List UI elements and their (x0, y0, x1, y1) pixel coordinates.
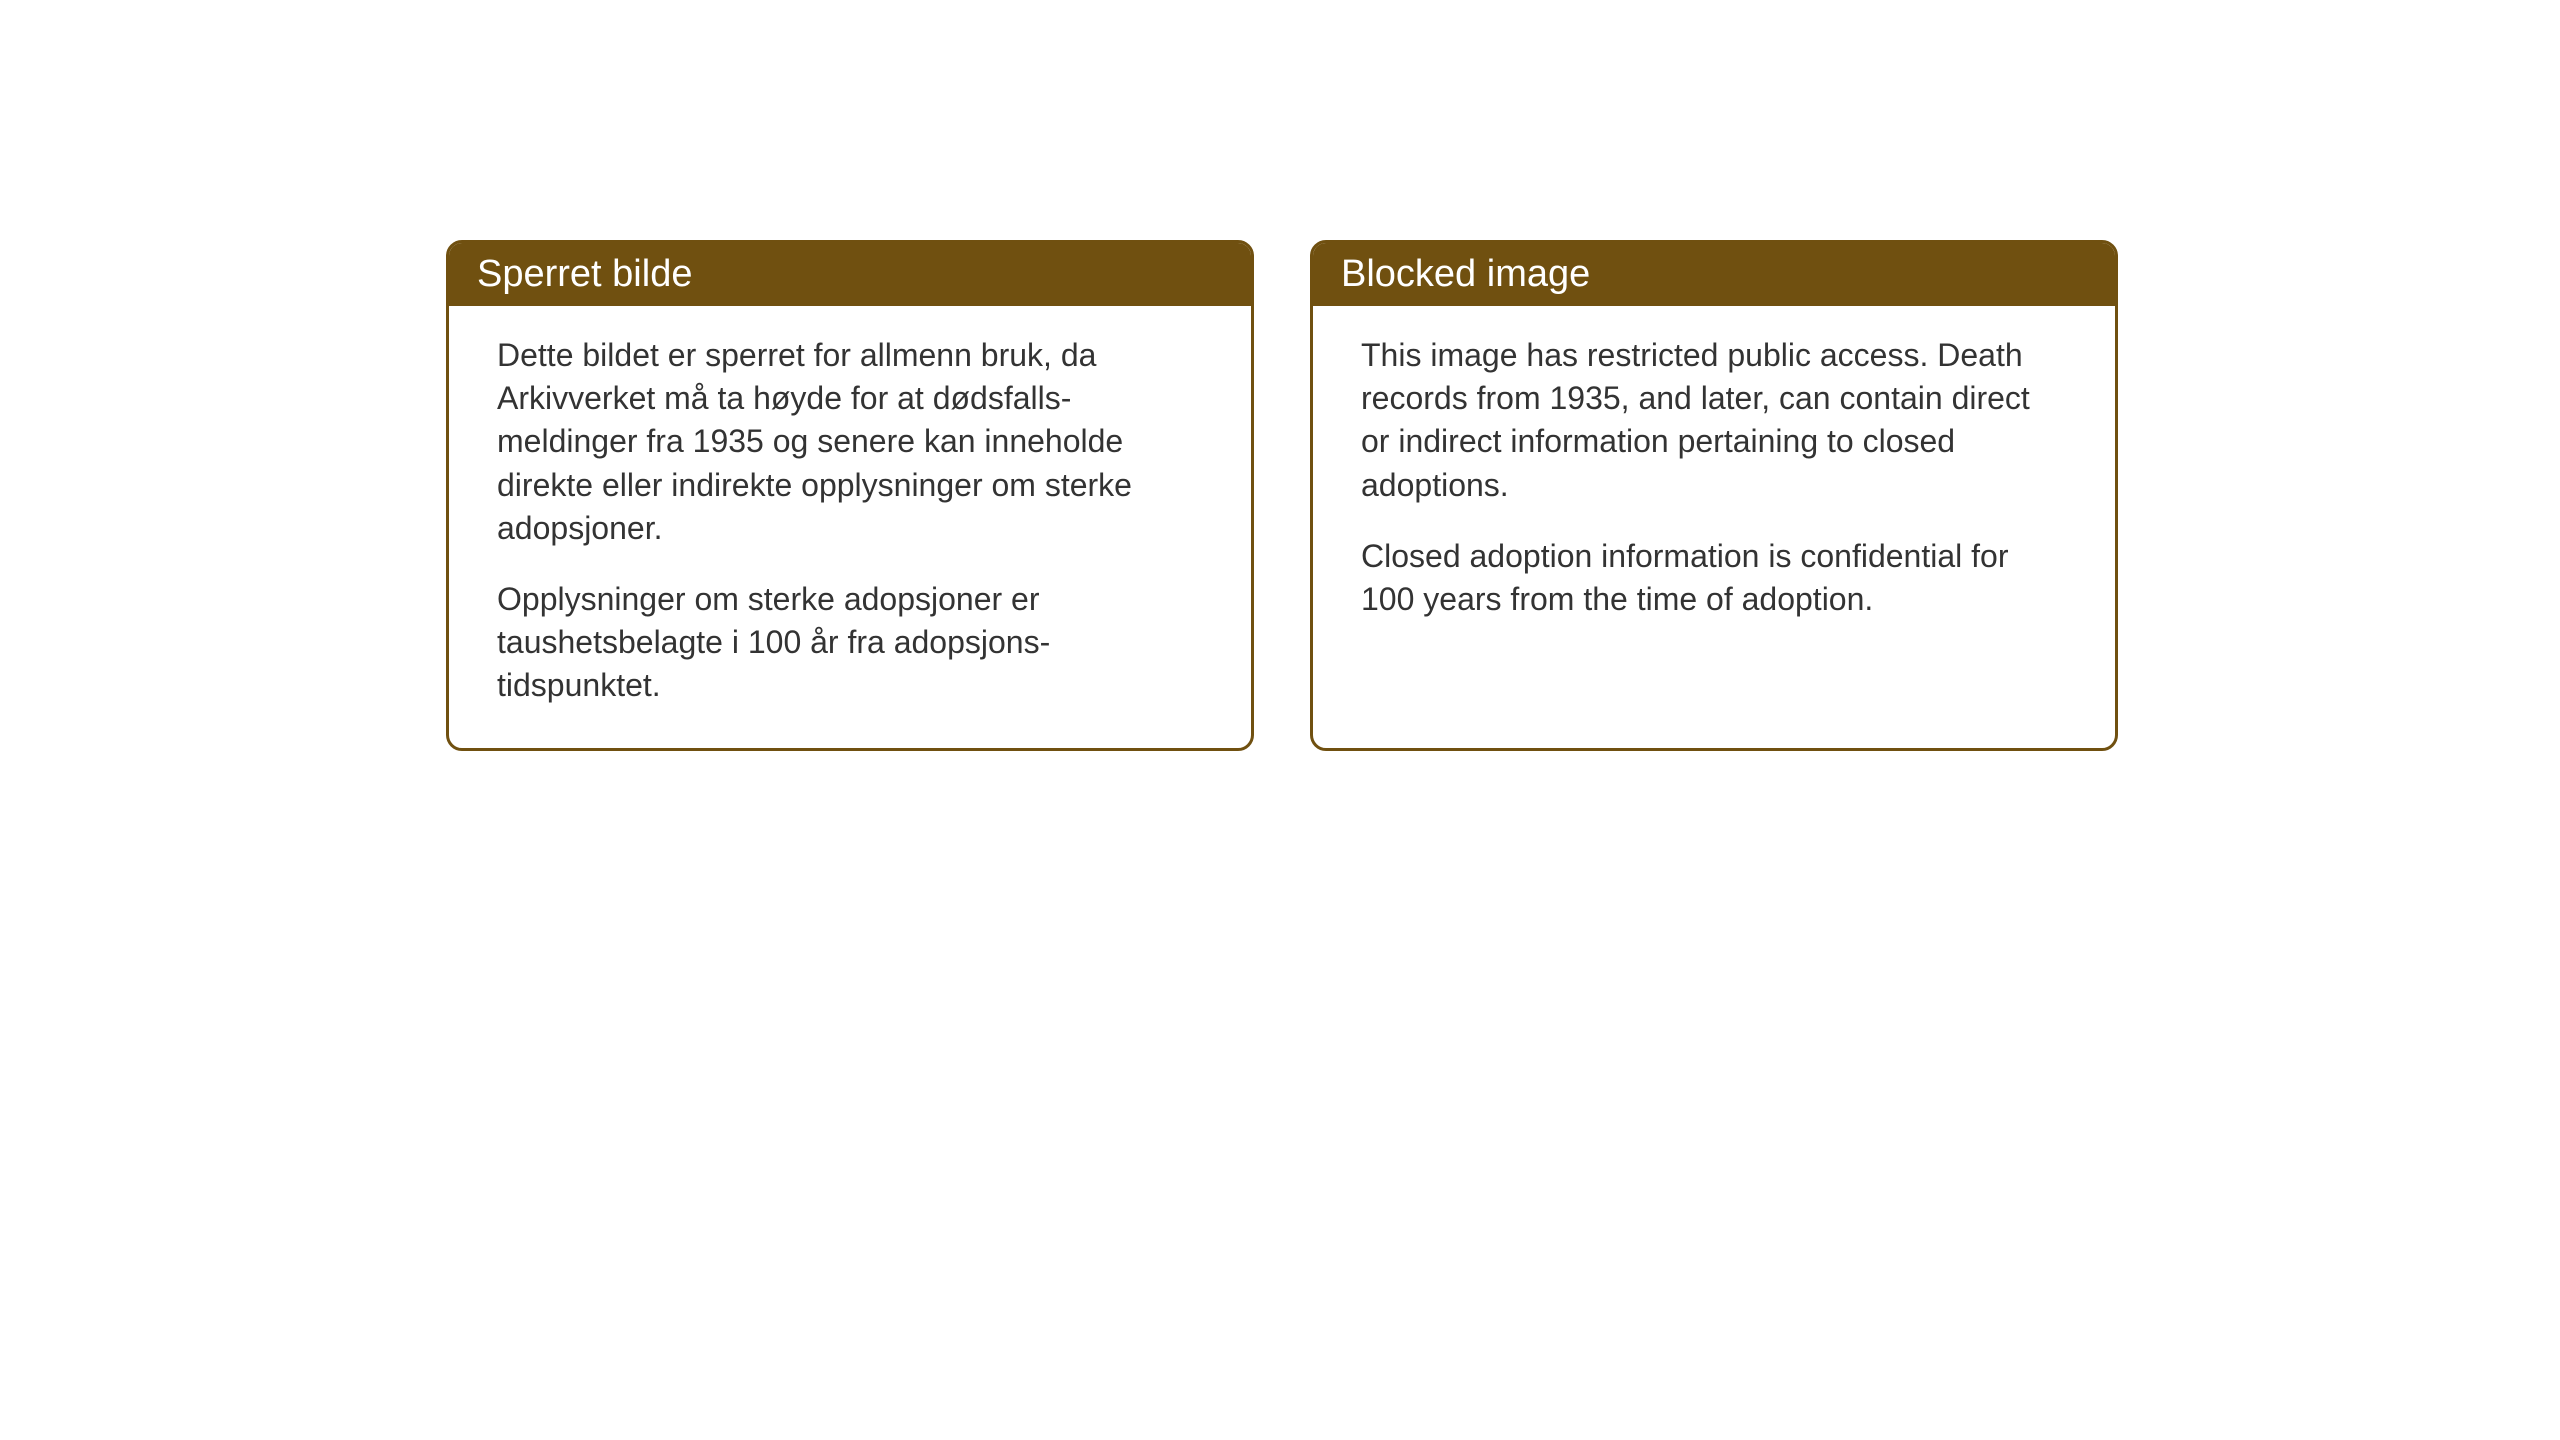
english-card-header: Blocked image (1313, 243, 2115, 306)
norwegian-paragraph-2: Opplysninger om sterke adopsjoner er tau… (497, 578, 1203, 708)
norwegian-card-body: Dette bildet er sperret for allmenn bruk… (449, 306, 1251, 748)
english-card-body: This image has restricted public access.… (1313, 306, 2115, 661)
norwegian-card-header: Sperret bilde (449, 243, 1251, 306)
notice-cards-container: Sperret bilde Dette bildet er sperret fo… (446, 240, 2118, 751)
norwegian-card-title: Sperret bilde (477, 253, 692, 295)
english-paragraph-1: This image has restricted public access.… (1361, 334, 2067, 507)
norwegian-notice-card: Sperret bilde Dette bildet er sperret fo… (446, 240, 1254, 751)
english-notice-card: Blocked image This image has restricted … (1310, 240, 2118, 751)
english-paragraph-2: Closed adoption information is confident… (1361, 535, 2067, 621)
norwegian-paragraph-1: Dette bildet er sperret for allmenn bruk… (497, 334, 1203, 550)
english-card-title: Blocked image (1341, 253, 1590, 295)
